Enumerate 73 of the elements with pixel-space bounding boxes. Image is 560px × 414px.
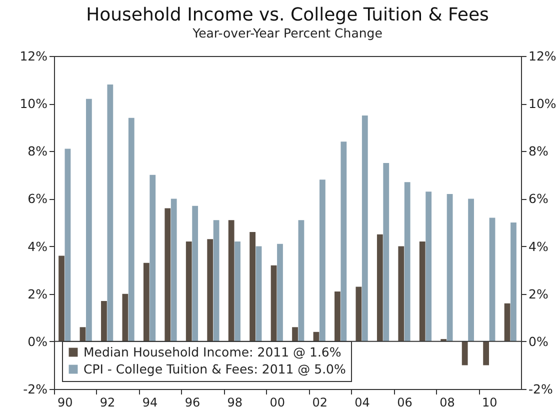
bar [419, 242, 426, 342]
bar [489, 218, 496, 342]
bar [319, 180, 326, 342]
x-tick-label: 98 [227, 396, 243, 410]
bar [356, 286, 362, 342]
bar [376, 234, 383, 342]
y-tick-label: 2% [28, 286, 48, 302]
bar [270, 265, 277, 342]
y2-tick-label: 4% [528, 238, 548, 254]
y2-tick-label: 8% [528, 144, 548, 159]
y-tick-label: 0% [28, 334, 48, 349]
bar [426, 192, 432, 342]
y2-tick-label: 10% [528, 96, 556, 112]
bar [483, 341, 490, 366]
bar [80, 327, 86, 342]
x-tick-label: 08 [440, 396, 455, 410]
y-tick-label: 10% [20, 96, 48, 112]
bar [150, 174, 156, 342]
bar [128, 118, 134, 342]
legend-label: CPI - College Tuition & Fees: 2011 @ 5.0% [84, 361, 346, 376]
x-tick-label: 94 [142, 396, 158, 410]
bar [86, 98, 92, 342]
x-tick-label: 00 [270, 396, 286, 410]
bar [186, 242, 192, 342]
bar [143, 262, 150, 342]
bar [504, 303, 510, 342]
bar [292, 327, 298, 342]
bar [64, 148, 71, 342]
y-tick-label: 8% [28, 144, 48, 159]
y2-tick-label: 6% [528, 191, 548, 206]
y2-tick-label: 12% [528, 48, 556, 64]
bar [468, 198, 474, 342]
x-tick-label: 04 [354, 396, 370, 410]
bar [101, 300, 107, 342]
bar [277, 244, 283, 342]
bar [298, 220, 304, 342]
bar [362, 115, 368, 342]
y2-tick-label: 2% [528, 286, 548, 302]
bar [58, 256, 64, 342]
bar [213, 220, 220, 342]
chart-title: Household Income vs. College Tuition & Fees [86, 4, 489, 26]
y-tick-label: -2% [23, 382, 48, 396]
x-tick-label: 10 [482, 396, 498, 410]
y-tick-label: 4% [28, 238, 48, 254]
bar [107, 84, 114, 342]
bar [510, 222, 516, 342]
legend-label: Median Household Income: 2011 @ 1.6% [84, 344, 342, 360]
bar [383, 163, 390, 342]
y2-tick-label: 0% [528, 334, 548, 349]
chart-subtitle: Year-over-Year Percent Change [192, 26, 383, 40]
bar [334, 291, 340, 342]
bar [207, 239, 214, 342]
bar [228, 220, 234, 342]
bar [340, 142, 347, 342]
bar [446, 194, 453, 342]
x-tick-label: 92 [100, 396, 116, 410]
bar [170, 198, 177, 342]
x-tick-label: 90 [57, 396, 73, 410]
y-tick-label: 6% [28, 191, 48, 206]
y2-tick-label: -2% [528, 382, 553, 396]
y-tick-label: 12% [20, 48, 48, 64]
bar [192, 206, 198, 342]
bar [404, 182, 410, 342]
bar [164, 208, 171, 342]
x-tick-label: 02 [312, 396, 328, 410]
bar [462, 341, 468, 366]
bar [256, 246, 262, 342]
bar [398, 246, 404, 342]
x-tick-label: 96 [184, 396, 200, 410]
x-tick-label: 06 [397, 396, 412, 410]
bar [250, 232, 256, 342]
bar [122, 294, 128, 342]
bar [234, 242, 240, 342]
